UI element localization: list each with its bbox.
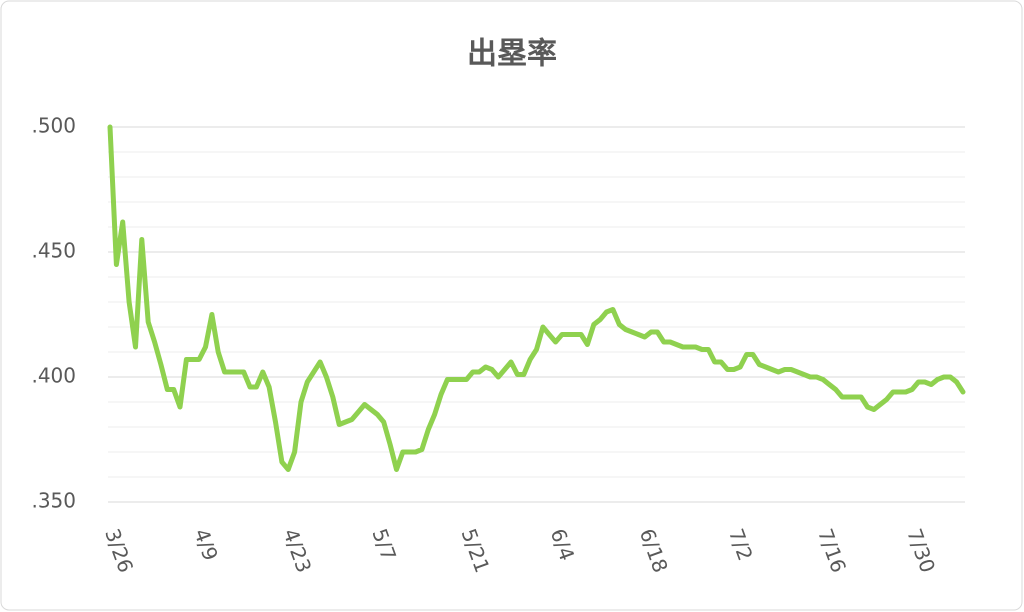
y-tick-label: .400 xyxy=(31,364,76,388)
line xyxy=(107,124,966,472)
y-tick-label: .450 xyxy=(31,239,76,263)
y-tick-label: .500 xyxy=(31,114,76,138)
y-tick-label: .350 xyxy=(31,489,76,513)
chart-title: 出塁率 xyxy=(467,37,557,72)
